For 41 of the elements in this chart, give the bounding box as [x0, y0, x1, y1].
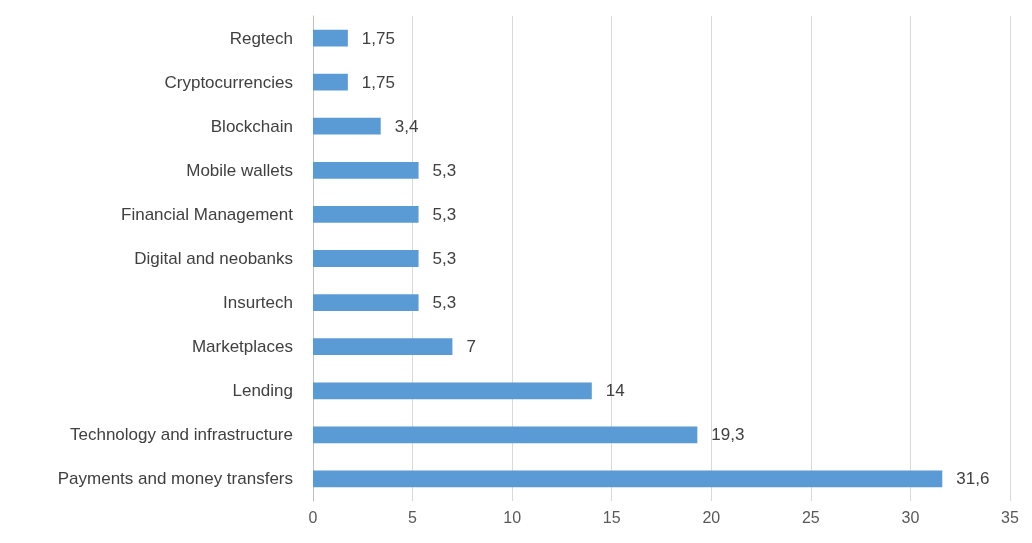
bar [313, 250, 419, 267]
y-tick-label: Financial Management [121, 204, 294, 224]
y-tick-label: Marketplaces [191, 337, 293, 357]
x-tick-label: 5 [408, 508, 418, 526]
y-tick-label: Technology and infrastructure [69, 425, 293, 445]
bar [313, 338, 453, 356]
bar [313, 117, 381, 135]
y-tick-label: Mobile wallets [186, 160, 293, 180]
y-tick-label: Blockchain [210, 116, 293, 136]
y-tick-label: Insurtech [223, 293, 293, 313]
data-label: 5,3 [432, 293, 457, 313]
x-tick-label: 20 [702, 508, 721, 526]
data-label: 1,75 [361, 28, 395, 48]
bar [313, 206, 419, 223]
bar [313, 426, 698, 444]
data-label: 19,3 [711, 425, 745, 445]
data-label: 31,6 [956, 469, 990, 489]
data-label: 1,75 [361, 72, 395, 92]
y-tick-label: Lending [232, 381, 293, 401]
x-tick-label: 0 [308, 508, 318, 526]
bar [313, 470, 943, 488]
bar [313, 161, 419, 179]
data-label: 14 [605, 381, 625, 401]
data-label: 3,4 [394, 116, 419, 136]
x-tick-label: 15 [602, 508, 621, 526]
x-tick-label: 25 [801, 508, 820, 526]
data-label: 5,3 [432, 204, 457, 224]
bar [313, 294, 419, 311]
data-label: 5,3 [432, 160, 457, 180]
y-tick-label: Regtech [229, 28, 293, 48]
bar [313, 382, 592, 400]
y-tick-label: Cryptocurrencies [164, 72, 293, 92]
bar [313, 29, 348, 47]
y-tick-label: Digital and neobanks [134, 249, 293, 268]
y-tick-label: Payments and money transfers [57, 469, 293, 489]
x-tick-label: 30 [901, 508, 920, 526]
bar [313, 73, 348, 91]
data-label: 7 [466, 337, 476, 357]
data-label: 5,3 [432, 249, 457, 268]
x-tick-label: 35 [1001, 508, 1019, 526]
x-tick-label: 10 [503, 508, 522, 526]
